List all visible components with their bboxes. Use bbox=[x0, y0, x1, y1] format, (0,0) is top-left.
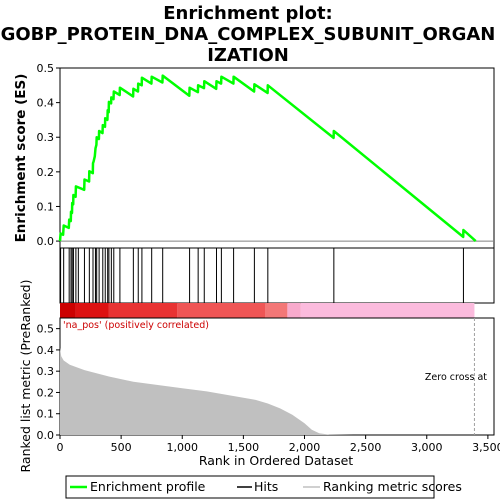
es-y-tick-label: 0.2 bbox=[37, 166, 55, 179]
metric-panel: 'na_pos' (positively correlated) Zero cr… bbox=[18, 280, 495, 473]
heat-bar-segment bbox=[265, 303, 288, 318]
es-y-ticks: 0.0 0.1 0.2 0.3 0.4 0.5 bbox=[37, 62, 60, 248]
metric-axis-label: Ranked list metric (PreRanked) bbox=[18, 280, 33, 473]
metric-y-tick-label: 0.4 bbox=[37, 344, 55, 357]
x-tick-label: 3,500 bbox=[472, 441, 500, 454]
heat-bar-segment bbox=[300, 303, 475, 318]
es-axis-label: Enrichment score (ES) bbox=[13, 74, 29, 243]
chart-title-line-1: Enrichment plot: bbox=[163, 3, 333, 24]
heat-bar-segment bbox=[177, 303, 266, 318]
hits-panel bbox=[59, 247, 495, 304]
metric-y-ticks: 0.0 0.1 0.2 0.3 0.4 0.5 bbox=[37, 323, 60, 442]
metric-y-tick-label: 0.2 bbox=[37, 386, 55, 399]
es-panel: 0.0 0.1 0.2 0.3 0.4 0.5 Enrichment score (ES) bbox=[13, 62, 495, 249]
es-y-tick-label: 0.1 bbox=[37, 200, 55, 213]
x-tick-label: 500 bbox=[111, 441, 132, 454]
x-tick-label: 2,500 bbox=[350, 441, 382, 454]
heat-bar-segment bbox=[75, 303, 109, 318]
x-axis-label: Rank in Ordered Dataset bbox=[199, 453, 353, 468]
ranking-metric-area bbox=[60, 347, 476, 435]
metric-y-tick-label: 0.3 bbox=[37, 365, 55, 378]
es-y-tick-label: 0.4 bbox=[37, 97, 55, 110]
enrichment-profile-line bbox=[58, 74, 477, 243]
x-axis-ticks: 0 500 1,000 1,500 2,000 2,500 3,000 3,500 bbox=[57, 435, 500, 454]
x-tick-label: 1,000 bbox=[167, 441, 199, 454]
legend-label-enrichment: Enrichment profile bbox=[90, 479, 206, 494]
rank-heat-bar bbox=[60, 303, 475, 318]
x-tick-label: 3,000 bbox=[411, 441, 443, 454]
metric-y-tick-label: 0.0 bbox=[37, 429, 55, 442]
legend-label-hits: Hits bbox=[254, 479, 278, 494]
heat-bar-segment bbox=[287, 303, 301, 318]
heat-bar-segment bbox=[108, 303, 178, 318]
x-tick-label: 1,500 bbox=[228, 441, 260, 454]
chart-title-line-3: IZATION bbox=[207, 45, 289, 66]
x-tick-label: 0 bbox=[57, 441, 64, 454]
x-tick-label: 2,000 bbox=[289, 441, 321, 454]
es-y-tick-label: 0.3 bbox=[37, 131, 55, 144]
heat-bar-segment bbox=[60, 303, 76, 318]
es-panel-frame bbox=[59, 67, 495, 249]
metric-y-tick-label: 0.1 bbox=[37, 408, 55, 421]
metric-y-tick-label: 0.5 bbox=[37, 323, 55, 336]
chart-title-line-2: GOBP_PROTEIN_DNA_COMPLEX_SUBUNIT_ORGAN bbox=[1, 24, 496, 45]
legend: Enrichment profile Hits Ranking metric s… bbox=[65, 475, 462, 499]
es-y-tick-label: 0.5 bbox=[37, 62, 55, 75]
hit-lines bbox=[60, 248, 464, 303]
es-y-tick-label: 0.0 bbox=[37, 235, 55, 248]
zero-cross-annotation: Zero cross at bbox=[425, 372, 487, 383]
hits-panel-frame bbox=[59, 247, 495, 304]
pos-correlated-annotation: 'na_pos' (positively correlated) bbox=[63, 320, 209, 331]
legend-label-metric: Ranking metric scores bbox=[323, 479, 462, 494]
